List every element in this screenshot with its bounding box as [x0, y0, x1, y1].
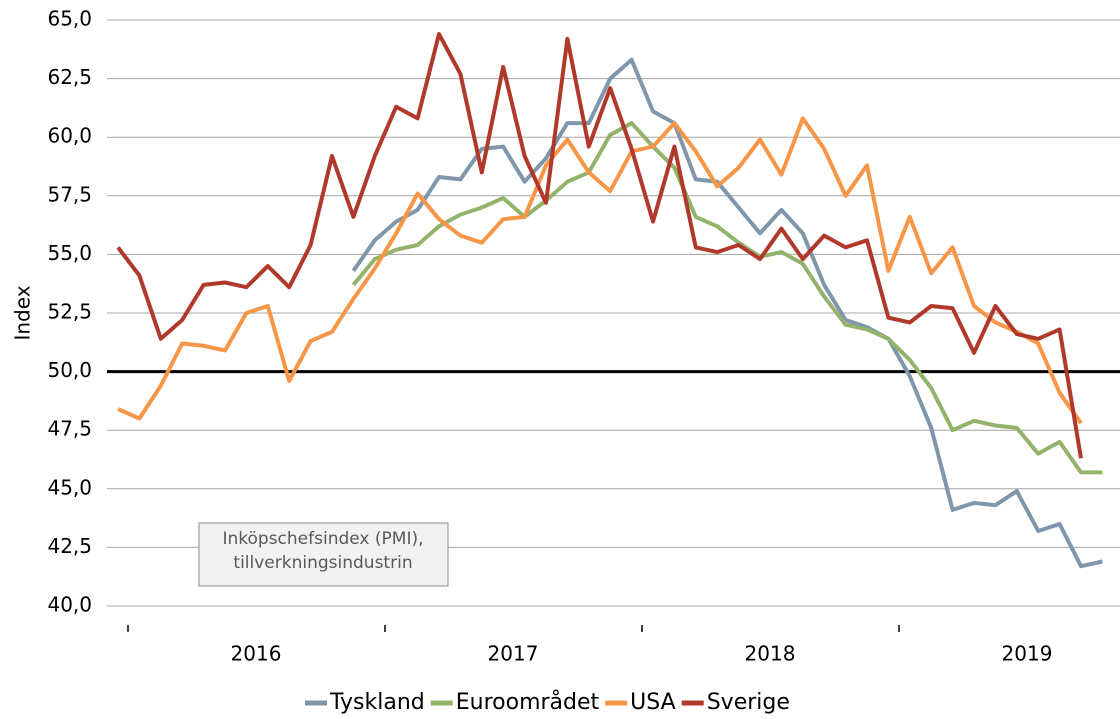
y-tick-label: 55,0	[47, 241, 92, 265]
y-tick-label: 60,0	[47, 124, 92, 148]
y-tick-label: 42,5	[47, 534, 92, 558]
series-line	[351, 121, 1103, 475]
y-tick-label: 50,0	[47, 358, 92, 382]
annotation: Inköpschefsindex (PMI),	[222, 529, 423, 549]
legend-label: USA	[630, 690, 676, 715]
series-line	[117, 116, 1083, 425]
x-tick-label: 2018	[745, 642, 796, 666]
y-tick-label: 40,0	[47, 593, 92, 617]
y-tick-label: 47,5	[47, 417, 92, 441]
y-tick-label: 52,5	[47, 300, 92, 324]
x-tick-label: 2017	[488, 642, 539, 666]
legend-label: Tyskland	[329, 690, 425, 715]
y-tick-label: 45,0	[47, 475, 92, 499]
y-tick-label: 57,5	[47, 182, 92, 206]
annotation: tillverkningsindustrin	[233, 553, 412, 573]
y-tick-label: 65,0	[47, 7, 92, 31]
x-tick-label: 2019	[1002, 642, 1053, 666]
series-line	[116, 32, 1083, 459]
x-tick-label: 2016	[231, 642, 282, 666]
legend-label: Euroområdet	[456, 689, 600, 715]
annotation-box	[198, 522, 449, 587]
legend-label: Sverige	[707, 690, 790, 715]
y-axis-label: Index	[11, 285, 35, 340]
y-tick-label: 62,5	[47, 65, 92, 89]
